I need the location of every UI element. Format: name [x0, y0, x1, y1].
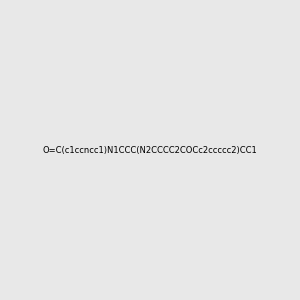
Text: O=C(c1ccncc1)N1CCC(N2CCCC2COCc2ccccc2)CC1: O=C(c1ccncc1)N1CCC(N2CCCC2COCc2ccccc2)CC…: [43, 146, 257, 154]
